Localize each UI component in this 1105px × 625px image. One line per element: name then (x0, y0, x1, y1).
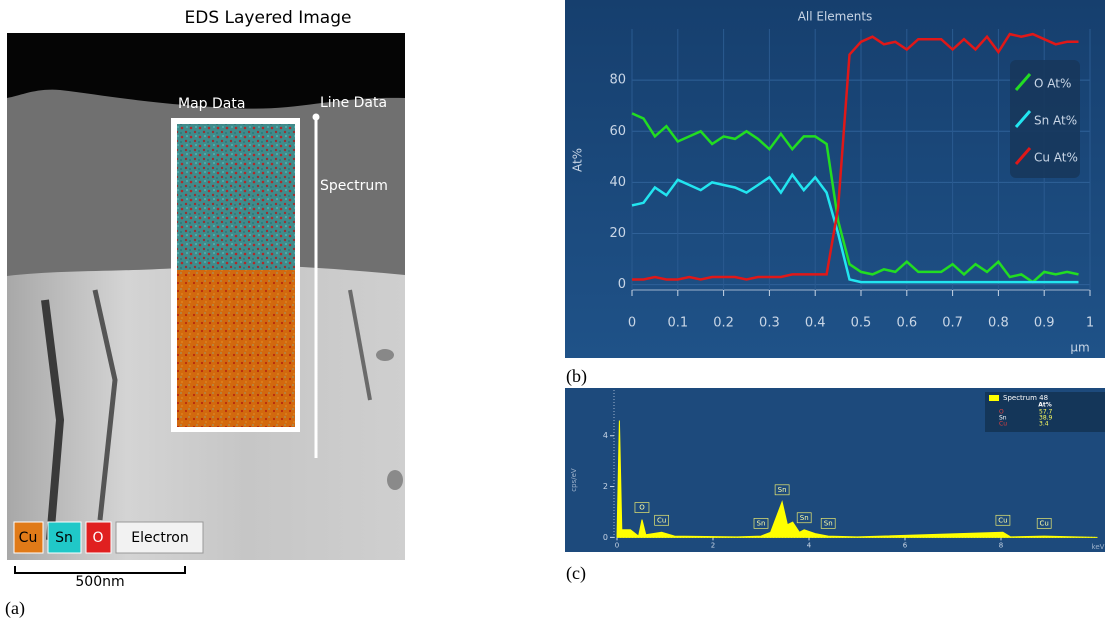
map-label: Map Data (178, 96, 245, 112)
y-tick-label: 0 (603, 533, 608, 542)
spectrum-label: Spectrum (320, 178, 388, 194)
chart-title: All Elements (798, 10, 873, 24)
y-tick-label: 60 (609, 124, 626, 139)
peak-label: Sn (757, 519, 766, 527)
peak-label: O (639, 504, 645, 512)
scale-bar (15, 566, 185, 573)
peak-label: Cu (998, 516, 1007, 524)
x-tick-label: 8 (999, 541, 1003, 549)
legend-swatch (989, 395, 999, 401)
table-value: 3.4 (1039, 421, 1049, 428)
x-axis-label: keV (1092, 543, 1105, 551)
y-tick-label: 20 (609, 226, 626, 241)
legend-label: Sn At% (1034, 114, 1077, 128)
peak-label: Sn (778, 486, 787, 494)
table-element: Cu (999, 421, 1007, 428)
caption: (b) (566, 366, 587, 387)
legend-label: O At% (1034, 77, 1071, 91)
x-tick-label: 0.4 (805, 316, 826, 331)
legend-label: Cu At% (1034, 151, 1078, 165)
x-tick-label: 0 (615, 541, 619, 549)
x-tick-label: 0.7 (942, 316, 963, 331)
scale-label: 500nm (75, 574, 124, 590)
y-tick-label: 2 (603, 482, 608, 491)
y-tick-label: 0 (618, 277, 626, 292)
y-tick-label: 40 (609, 175, 626, 190)
x-tick-label: 0.1 (667, 316, 688, 331)
x-tick-label: 2 (711, 541, 715, 549)
x-tick-label: 0.8 (988, 316, 1009, 331)
micrograph (7, 33, 405, 560)
line-label: Line Data (320, 95, 387, 111)
peak-label: Sn (800, 514, 809, 522)
x-axis-label: µm (1070, 341, 1089, 355)
y-axis-label: At% (571, 148, 585, 172)
legend-label: O (92, 530, 103, 546)
x-tick-label: 0.9 (1034, 316, 1055, 331)
x-tick-label: 0.5 (851, 316, 872, 331)
peak-label: Cu (1040, 519, 1049, 527)
y-axis-label: cps/eV (570, 468, 578, 492)
x-tick-label: 1 (1086, 316, 1094, 331)
legend-label: Electron (131, 530, 188, 546)
x-tick-label: 6 (903, 541, 908, 549)
caption: (a) (5, 598, 25, 619)
peak-label: Sn (824, 519, 833, 527)
y-tick-label: 80 (609, 73, 626, 88)
x-tick-label: 0.3 (759, 316, 780, 331)
x-tick-label: 0.6 (896, 316, 917, 331)
caption: (c) (566, 563, 586, 584)
table-header: At% (1038, 402, 1052, 409)
y-tick-label: 4 (603, 431, 608, 440)
peak-label: Cu (657, 516, 666, 524)
panel-title: EDS Layered Image (185, 8, 352, 28)
x-tick-label: 4 (807, 541, 812, 549)
x-tick-label: 0 (628, 316, 636, 331)
figure: EDS Layered Image Map Data Line Data Spe… (0, 0, 1105, 625)
x-tick-label: 0.2 (713, 316, 734, 331)
legend-label: Cu (19, 530, 38, 546)
plot-background (565, 0, 1105, 358)
legend-label: Sn (55, 530, 73, 546)
